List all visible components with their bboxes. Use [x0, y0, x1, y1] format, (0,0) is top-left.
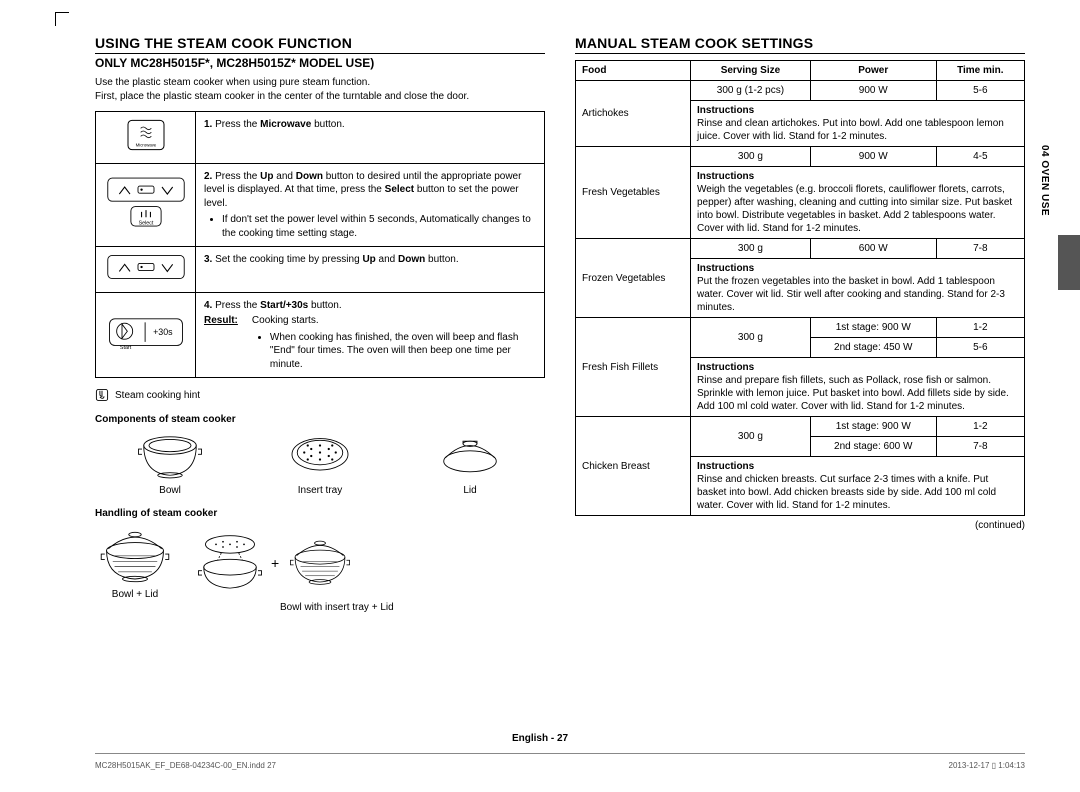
handling-bowl-lid: Bowl + Lid [95, 525, 175, 600]
footer-timestamp: 2013-12-17 ▯ 1:04:13 [949, 761, 1025, 770]
assembled-icon [285, 531, 355, 591]
settings-header-row: Food Serving Size Power Time min. [576, 61, 1025, 81]
table-row: Frozen Vegetables 300 g 600 W 7-8 [576, 239, 1025, 259]
step1-num: 1. [204, 119, 212, 130]
step1-text: 1. Press the Microwave button. [196, 112, 545, 164]
step2-icon-cell: Select [96, 163, 196, 247]
page-content: USING THE STEAM COOK FUNCTION ONLY MC28H… [95, 35, 1025, 613]
microwave-label: Microwave [135, 142, 156, 147]
left-subheading: ONLY MC28H5015F*, MC28H5015Z* MODEL USE) [95, 56, 545, 70]
result-label: Result: [204, 314, 238, 371]
right-column: MANUAL STEAM COOK SETTINGS Food Serving … [575, 35, 1025, 613]
svg-text:Start: Start [119, 345, 131, 351]
step4-text: 4. Press the Start/+30s button. Result: … [196, 292, 545, 378]
plus-icon: + [271, 555, 279, 571]
intro-line-2: First, place the plastic steam cooker in… [95, 91, 469, 102]
svg-text:Select: Select [138, 220, 153, 226]
bowl-icon [135, 431, 205, 481]
step4-bullet: When cooking has finished, the oven will… [270, 331, 536, 372]
settings-table: Food Serving Size Power Time min. Artich… [575, 60, 1025, 516]
step2-num: 2. [204, 171, 212, 182]
table-row: Artichokes 300 g (1-2 pcs) 900 W 5-6 [576, 81, 1025, 101]
hint-row: Steam cooking hint [95, 388, 545, 402]
footer-filename: MC28H5015AK_EF_DE68-04234C-00_EN.indd 27 [95, 761, 276, 770]
handling-b-label: Bowl with insert tray + Lid [280, 602, 545, 613]
step1-c: button. [311, 119, 344, 130]
side-tab: 04 OVEN USE [1039, 145, 1050, 216]
footer-divider [95, 753, 1025, 754]
continued-label: (continued) [575, 520, 1025, 531]
step2-bullet: If don't set the power level within 5 se… [222, 213, 536, 240]
components-label: Components of steam cooker [95, 414, 545, 425]
table-row: Fresh Fish Fillets 300 g 1st stage: 900 … [576, 318, 1025, 338]
th-food: Food [576, 61, 691, 81]
handling-row: Bowl + Lid + [95, 525, 545, 600]
microwave-button-icon: Microwave [104, 118, 187, 157]
th-size: Serving Size [691, 61, 811, 81]
side-thumb-mark [1058, 235, 1080, 290]
left-heading: USING THE STEAM COOK FUNCTION [95, 35, 545, 54]
tray-over-bowl-icon [195, 531, 265, 591]
th-time: Time min. [936, 61, 1024, 81]
up-down-icon [106, 253, 186, 281]
lid-icon [435, 431, 505, 481]
insert-tray-icon [285, 431, 355, 481]
right-heading: MANUAL STEAM COOK SETTINGS [575, 35, 1025, 54]
components-row: Bowl Insert tray [95, 431, 545, 496]
intro-text: Use the plastic steam cooker when using … [95, 76, 545, 103]
start-icon: +30s Start [106, 315, 186, 351]
result-text: Cooking starts. [252, 315, 319, 326]
step4-num: 4. [204, 300, 212, 311]
crop-mark [55, 12, 69, 26]
component-tray: Insert tray [285, 431, 355, 496]
step1-icon-cell: Microwave [96, 112, 196, 164]
left-column: USING THE STEAM COOK FUNCTION ONLY MC28H… [95, 35, 545, 613]
hint-text: Steam cooking hint [115, 390, 200, 401]
svg-text:+30s: +30s [153, 326, 173, 336]
table-row: Chicken Breast 300 g 1st stage: 900 W 1-… [576, 417, 1025, 437]
step3-icon-cell [96, 247, 196, 293]
step3-text: 3. Set the cooking time by pressing Up a… [196, 247, 545, 293]
table-row: Fresh Vegetables 300 g 900 W 4-5 [576, 147, 1025, 167]
handling-label: Handling of steam cooker [95, 508, 545, 519]
th-power: Power [810, 61, 936, 81]
note-icon [95, 388, 109, 402]
step1-b: Microwave [260, 119, 311, 130]
handling-bowl-tray-lid: + [195, 531, 355, 595]
intro-line-1: Use the plastic steam cooker when using … [95, 77, 370, 88]
step3-num: 3. [204, 254, 212, 265]
component-lid: Lid [435, 431, 505, 496]
step1-a: Press the [215, 119, 260, 130]
footer-page-number: English - 27 [0, 733, 1080, 744]
bowl-lid-icon [95, 525, 175, 585]
step4-icon-cell: +30s Start [96, 292, 196, 378]
up-down-select-icon: Select [106, 176, 186, 230]
step2-text: 2. Press the Up and Down button to desir… [196, 163, 545, 247]
component-bowl: Bowl [135, 431, 205, 496]
steps-table: Microwave 1. Press the Microwave button. [95, 111, 545, 378]
